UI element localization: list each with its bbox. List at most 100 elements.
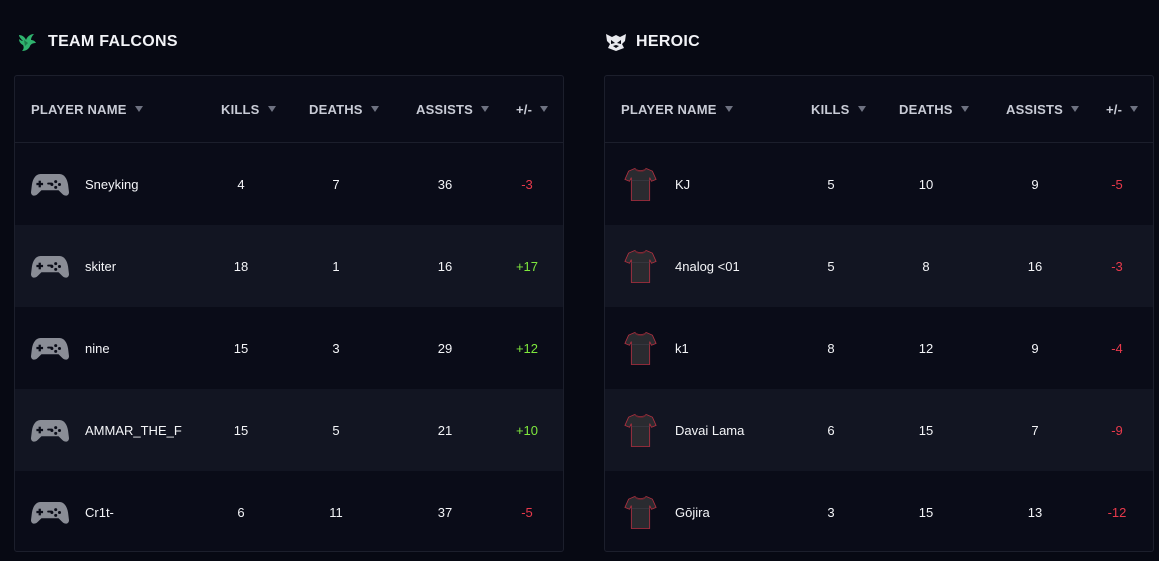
player-row[interactable]: k1 8 12 9 -4 bbox=[605, 307, 1153, 389]
sort-plus-minus[interactable]: +/- bbox=[1106, 76, 1139, 142]
sort-deaths[interactable]: DEATHS bbox=[309, 76, 379, 142]
assists-value: 21 bbox=[437, 422, 453, 438]
assists-value: 36 bbox=[437, 176, 453, 192]
player-name: Gōjira bbox=[675, 504, 710, 520]
plus-minus-value: -3 bbox=[521, 176, 533, 192]
avatar bbox=[30, 307, 70, 389]
team-title-falcons: TEAM FALCONS bbox=[16, 30, 178, 54]
plus-minus-value: +17 bbox=[515, 258, 539, 274]
caret-down-icon bbox=[724, 106, 733, 112]
player-row[interactable]: AMMAR_THE_F 15 5 21 +10 bbox=[15, 389, 563, 471]
assists-value: 9 bbox=[1031, 176, 1039, 192]
sort-kills[interactable]: KILLS bbox=[811, 76, 866, 142]
jersey-icon bbox=[620, 328, 660, 368]
kills-value: 4 bbox=[237, 176, 245, 192]
deaths-value: 3 bbox=[332, 340, 340, 356]
gamepad-icon bbox=[30, 328, 70, 368]
avatar bbox=[620, 471, 660, 551]
player-name: Cr1t- bbox=[85, 504, 114, 520]
kills-value: 6 bbox=[237, 504, 245, 520]
falcon-logo-icon bbox=[16, 31, 38, 53]
player-name: 4nalog <01 bbox=[675, 258, 740, 274]
kills-value: 5 bbox=[827, 258, 835, 274]
assists-value: 9 bbox=[1031, 340, 1039, 356]
player-row[interactable]: nine 15 3 29 +12 bbox=[15, 307, 563, 389]
gamepad-icon bbox=[30, 246, 70, 286]
avatar bbox=[30, 225, 70, 307]
jersey-icon bbox=[620, 246, 660, 286]
sort-player-name[interactable]: PLAYER NAME bbox=[31, 76, 143, 142]
sort-plus-minus[interactable]: +/- bbox=[516, 76, 549, 142]
player-row[interactable]: Davai Lama 6 15 7 -9 bbox=[605, 389, 1153, 471]
deaths-value: 10 bbox=[918, 176, 934, 192]
jersey-icon bbox=[620, 164, 660, 204]
kills-value: 3 bbox=[827, 504, 835, 520]
player-row[interactable]: Sneyking 4 7 36 -3 bbox=[15, 143, 563, 225]
deaths-value: 1 bbox=[332, 258, 340, 274]
scoreboard-falcons: PLAYER NAME KILLS DEATHS ASSISTS +/- Sne… bbox=[14, 75, 564, 552]
sort-kills[interactable]: KILLS bbox=[221, 76, 276, 142]
sort-deaths[interactable]: DEATHS bbox=[899, 76, 969, 142]
plus-minus-value: +10 bbox=[515, 422, 539, 438]
jersey-icon bbox=[620, 410, 660, 450]
player-name: nine bbox=[85, 340, 110, 356]
assists-value: 7 bbox=[1031, 422, 1039, 438]
table-header: PLAYER NAME KILLS DEATHS ASSISTS +/- bbox=[605, 76, 1153, 143]
plus-minus-value: +12 bbox=[515, 340, 539, 356]
player-row[interactable]: skiter 18 1 16 +17 bbox=[15, 225, 563, 307]
kills-value: 15 bbox=[233, 340, 249, 356]
caret-down-icon bbox=[960, 106, 969, 112]
player-name: k1 bbox=[675, 340, 689, 356]
assists-value: 37 bbox=[437, 504, 453, 520]
avatar bbox=[620, 389, 660, 471]
plus-minus-value: -4 bbox=[1111, 340, 1123, 356]
avatar bbox=[620, 143, 660, 225]
sort-assists[interactable]: ASSISTS bbox=[416, 76, 490, 142]
plus-minus-value: -12 bbox=[1107, 504, 1127, 520]
caret-down-icon bbox=[1130, 106, 1139, 112]
deaths-value: 12 bbox=[918, 340, 934, 356]
player-name: AMMAR_THE_F bbox=[85, 422, 182, 438]
player-row[interactable]: KJ 5 10 9 -5 bbox=[605, 143, 1153, 225]
caret-down-icon bbox=[370, 106, 379, 112]
kills-value: 18 bbox=[233, 258, 249, 274]
assists-value: 16 bbox=[437, 258, 453, 274]
kills-value: 8 bbox=[827, 340, 835, 356]
player-name: skiter bbox=[85, 258, 117, 274]
caret-down-icon bbox=[481, 106, 490, 112]
player-name: KJ bbox=[675, 176, 691, 192]
sort-player-name[interactable]: PLAYER NAME bbox=[621, 76, 733, 142]
assists-value: 16 bbox=[1027, 258, 1043, 274]
caret-down-icon bbox=[267, 106, 276, 112]
avatar bbox=[620, 225, 660, 307]
player-row[interactable]: 4nalog <01 5 8 16 -3 bbox=[605, 225, 1153, 307]
gamepad-icon bbox=[30, 410, 70, 450]
plus-minus-value: -5 bbox=[521, 504, 533, 520]
caret-down-icon bbox=[134, 106, 143, 112]
scoreboard-heroic: PLAYER NAME KILLS DEATHS ASSISTS +/- KJ 5… bbox=[604, 75, 1154, 552]
player-name: Sneyking bbox=[85, 176, 139, 192]
team-name: TEAM FALCONS bbox=[48, 33, 178, 50]
kills-value: 15 bbox=[233, 422, 249, 438]
sort-assists[interactable]: ASSISTS bbox=[1006, 76, 1080, 142]
assists-value: 29 bbox=[437, 340, 453, 356]
avatar bbox=[30, 143, 70, 225]
plus-minus-value: -9 bbox=[1111, 422, 1123, 438]
deaths-value: 15 bbox=[918, 422, 934, 438]
caret-down-icon bbox=[540, 106, 549, 112]
gamepad-icon bbox=[30, 164, 70, 204]
plus-minus-value: -3 bbox=[1111, 258, 1123, 274]
avatar bbox=[30, 471, 70, 551]
team-title-heroic: HEROIC bbox=[604, 30, 700, 54]
assists-value: 13 bbox=[1027, 504, 1043, 520]
player-name: Davai Lama bbox=[675, 422, 745, 438]
jersey-icon bbox=[620, 492, 660, 532]
player-row[interactable]: Gōjira 3 15 13 -12 bbox=[605, 471, 1153, 551]
plus-minus-value: -5 bbox=[1111, 176, 1123, 192]
gamepad-icon bbox=[30, 492, 70, 532]
deaths-value: 15 bbox=[918, 504, 934, 520]
heroic-logo-icon bbox=[604, 31, 626, 53]
player-row[interactable]: Cr1t- 6 11 37 -5 bbox=[15, 471, 563, 551]
kills-value: 6 bbox=[827, 422, 835, 438]
caret-down-icon bbox=[857, 106, 866, 112]
